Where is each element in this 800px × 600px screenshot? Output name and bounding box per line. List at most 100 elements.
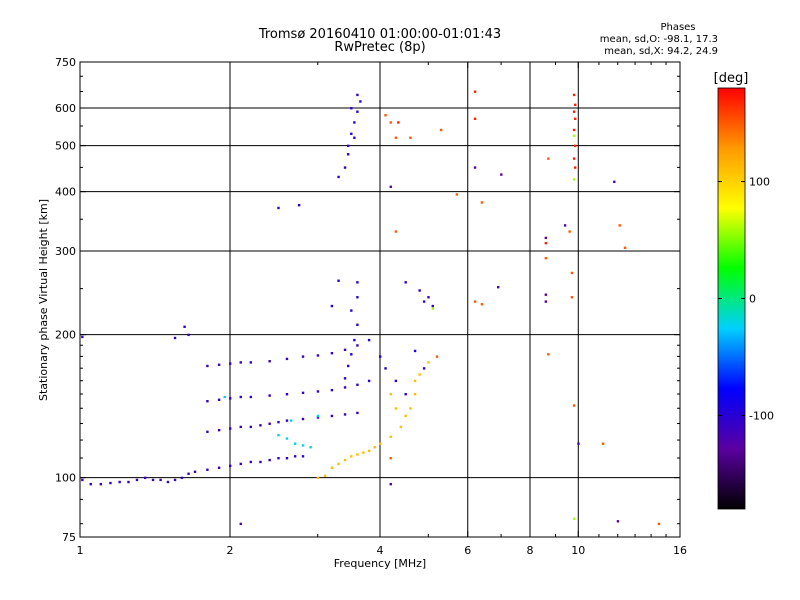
data-point: [337, 279, 340, 282]
data-point: [151, 478, 155, 482]
data-point: [373, 446, 376, 449]
data-point: [480, 201, 484, 204]
x-axis-label: Frequency [MHz]: [334, 557, 426, 570]
data-point: [350, 107, 353, 110]
data-point: [544, 293, 548, 296]
data-point: [356, 383, 359, 387]
y-tick-label: 75: [62, 531, 76, 544]
data-point: [229, 397, 232, 400]
data-point: [316, 414, 320, 418]
data-point: [301, 391, 305, 395]
data-point: [206, 364, 209, 368]
data-point: [187, 472, 190, 475]
data-point: [422, 367, 426, 370]
data-point: [350, 132, 353, 136]
data-point: [353, 121, 356, 124]
data-point: [239, 425, 242, 429]
data-point: [301, 455, 305, 458]
data-point: [277, 433, 280, 437]
data-point: [285, 357, 289, 361]
data-point: [404, 393, 407, 396]
y-axis-ticks: 75 100 200 300 400 500 600 750: [55, 56, 680, 544]
data-point: [166, 480, 170, 484]
data-point: [268, 360, 271, 363]
data-point: [389, 185, 392, 188]
data-point: [206, 468, 209, 471]
x-tick-label: 10: [571, 544, 585, 557]
data-point: [544, 236, 548, 240]
data-point: [572, 110, 576, 113]
data-point: [343, 377, 347, 380]
data-point: [384, 114, 387, 117]
data-point: [118, 480, 121, 484]
data-point: [173, 336, 177, 340]
y-tick-label: 600: [55, 102, 76, 115]
data-point: [217, 428, 221, 432]
data-point: [480, 303, 484, 306]
data-point: [473, 300, 477, 303]
y-tick-label: 100: [55, 472, 76, 485]
data-point: [572, 517, 576, 520]
data-point: [309, 446, 312, 449]
chart-subtitle: RwPretec (8p): [334, 40, 426, 55]
data-point: [343, 386, 347, 389]
data-point: [330, 304, 334, 308]
data-point: [496, 285, 500, 289]
data-point: [577, 442, 580, 445]
data-point: [389, 121, 392, 124]
data-point: [173, 478, 177, 482]
data-point: [323, 474, 327, 478]
data-point: [568, 230, 571, 233]
data-point: [413, 379, 417, 383]
x-tick-label: 8: [527, 544, 534, 557]
data-point: [572, 128, 576, 132]
data-point: [343, 166, 347, 169]
data-point: [316, 390, 320, 393]
data-point: [413, 349, 417, 353]
data-point: [409, 407, 412, 410]
data-point: [343, 348, 347, 352]
data-point: [547, 353, 550, 356]
data-point: [409, 136, 412, 139]
data-point: [206, 400, 209, 403]
data-point: [293, 442, 297, 445]
data-point: [249, 361, 253, 364]
data-point: [404, 281, 407, 284]
data-point: [277, 456, 280, 460]
x-tick-label: 16: [673, 544, 687, 557]
data-point: [183, 325, 186, 328]
x-axis-ticks: 1 2 4 6 8 10 16: [77, 62, 687, 557]
data-point: [439, 128, 443, 132]
data-point: [316, 476, 320, 480]
data-point: [249, 395, 253, 399]
data-point: [135, 478, 139, 482]
data-point: [574, 166, 577, 169]
data-point: [572, 157, 576, 160]
data-point: [343, 458, 347, 462]
data-point: [473, 90, 477, 93]
data-point: [229, 362, 232, 365]
data-point: [187, 333, 190, 337]
data-point: [356, 296, 359, 299]
y-tick-label: 300: [55, 245, 76, 258]
data-point: [422, 300, 426, 303]
data-point: [99, 482, 103, 486]
data-point: [572, 93, 576, 97]
data-point: [389, 393, 392, 396]
data-point: [239, 522, 242, 526]
data-point: [206, 430, 209, 434]
data-point: [285, 437, 289, 440]
data-point: [143, 476, 147, 480]
data-point: [362, 451, 365, 454]
data-point: [356, 411, 359, 415]
data-point: [277, 206, 280, 210]
data-point: [359, 100, 362, 103]
data-point: [289, 419, 293, 422]
y-tick-label: 400: [55, 186, 76, 199]
data-point: [574, 117, 577, 121]
data-point: [229, 427, 232, 430]
phase-stats-heading: Phases: [660, 22, 696, 33]
data-point: [285, 393, 289, 396]
data-point: [356, 110, 359, 113]
